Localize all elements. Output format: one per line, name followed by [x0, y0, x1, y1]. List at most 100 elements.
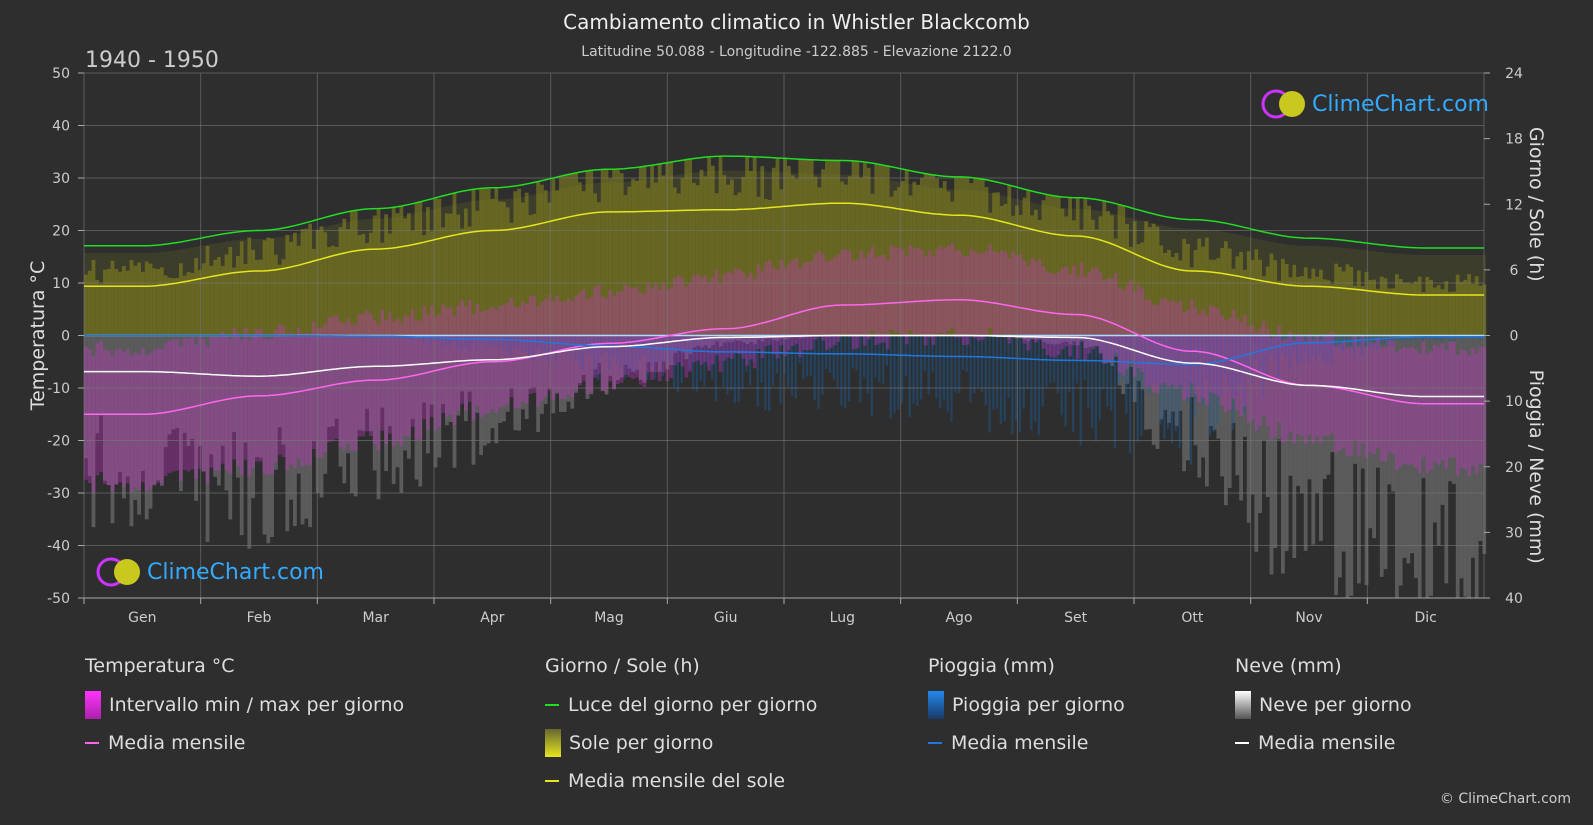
sunshine-bar	[638, 166, 643, 336]
temp-range-bar	[984, 250, 989, 337]
rain-bar	[726, 335, 729, 395]
temp-range-bar	[1387, 340, 1392, 453]
temp-range-bar	[1414, 349, 1418, 468]
sunshine-bar	[1303, 267, 1308, 336]
temp-range-bar	[1338, 344, 1342, 451]
temp-range-bar	[935, 249, 939, 336]
logo-top[interactable]: ClimeChart.com	[1260, 88, 1489, 120]
snow-bar	[1129, 335, 1133, 367]
temp-range-bar	[863, 257, 867, 346]
sunshine-bar	[1041, 200, 1046, 336]
temp-range-bar	[616, 291, 620, 385]
snow-bar	[137, 335, 141, 515]
snow-bar	[464, 335, 468, 422]
temp-range-bar	[110, 355, 115, 492]
sunshine-bar	[399, 206, 404, 336]
sunshine-bar	[977, 178, 981, 336]
rain-bar	[475, 335, 478, 350]
sunshine-bar	[1322, 279, 1327, 336]
sunshine-bar	[475, 210, 480, 336]
temp-range-bar	[1425, 353, 1430, 473]
temp-range-bar	[1129, 279, 1133, 361]
snow-bar	[369, 335, 373, 432]
snow-bar	[1250, 335, 1255, 495]
sunshine-bar	[536, 181, 540, 336]
legend-item-snow-mean: Media mensile	[1235, 729, 1412, 757]
snow-bar	[1345, 335, 1350, 598]
month-tick-label: Mar	[362, 610, 389, 626]
temp-range-bar	[977, 253, 981, 341]
legend-label: Pioggia per giorno	[952, 694, 1125, 716]
rain-bar	[524, 335, 528, 352]
snow-bar	[1360, 335, 1365, 469]
rain-bar	[996, 335, 999, 409]
rain-bar	[866, 335, 870, 394]
snow-bar	[1322, 335, 1327, 480]
sunshine-bar	[741, 176, 746, 336]
snow-bar	[1041, 335, 1046, 342]
temp-range-bar	[1379, 347, 1384, 461]
snow-bar	[167, 335, 172, 435]
rain-bar	[570, 335, 573, 352]
sunshine-bar	[133, 265, 138, 336]
rain-bar	[1205, 335, 1208, 381]
rain-bar	[422, 335, 425, 344]
rain-bar	[1376, 335, 1379, 351]
sunshine-bar	[855, 161, 860, 336]
rain-bar	[1231, 335, 1234, 430]
logo-bottom[interactable]: ClimeChart.com	[95, 556, 324, 588]
snow-bar	[365, 335, 369, 409]
sunshine-bar	[1459, 281, 1464, 336]
snow-bar	[551, 335, 556, 414]
temp-range-bar	[1174, 303, 1179, 389]
temp-range-bar	[1231, 309, 1236, 399]
rain-bar	[1098, 335, 1101, 420]
sunshine-bar	[559, 176, 563, 336]
rain-bar	[1193, 335, 1196, 418]
sunshine-bar	[859, 177, 863, 336]
sunshine-bar	[828, 160, 833, 336]
left-tick-label: 30	[52, 171, 70, 187]
temp-range-bar	[1303, 340, 1308, 444]
sunshine-bar	[1216, 258, 1221, 336]
temp-range-bar	[1022, 260, 1027, 344]
sunshine-bar	[152, 268, 157, 336]
temp-range-bar	[160, 349, 164, 484]
snow-bar	[224, 335, 229, 491]
rain-bar	[1227, 335, 1231, 389]
sunshine-bar	[813, 176, 818, 336]
rain-bar	[699, 335, 702, 381]
temp-range-bar	[376, 324, 381, 451]
temp-range-bar	[692, 275, 696, 363]
rain-bar	[916, 335, 919, 407]
sunshine-bar	[201, 263, 206, 336]
sunshine-bar	[1273, 260, 1278, 336]
sunshine-bar	[464, 208, 468, 336]
sunshine-bar	[543, 190, 548, 336]
snow-bar	[399, 335, 404, 493]
temp-range-bar	[1212, 306, 1217, 394]
temp-range-bar	[1448, 341, 1452, 458]
sunshine-bar	[935, 178, 939, 336]
rain-bar	[513, 335, 516, 348]
snow-bar	[106, 335, 111, 486]
snow-bar	[285, 335, 290, 532]
rain-bar	[844, 335, 847, 409]
temp-range-bar	[1121, 290, 1126, 376]
temp-range-bar	[1391, 340, 1395, 455]
sunshine-bar	[1391, 288, 1395, 336]
sunshine-bar	[1406, 282, 1411, 336]
snow-bar	[1307, 335, 1312, 480]
sunshine-bar	[213, 259, 217, 336]
temp-range-bar	[578, 292, 582, 386]
temp-range-bar	[1167, 301, 1171, 387]
temp-range-bar	[1246, 327, 1251, 423]
rain-bar	[787, 335, 790, 388]
snow-bar	[532, 335, 537, 388]
sunshine-bar	[1444, 281, 1449, 336]
logo-text: ClimeChart.com	[147, 559, 324, 585]
temp-range-bar	[695, 274, 700, 361]
temp-range-bar	[186, 338, 191, 472]
rain-bar	[635, 335, 638, 373]
rain-bar	[1091, 335, 1094, 428]
